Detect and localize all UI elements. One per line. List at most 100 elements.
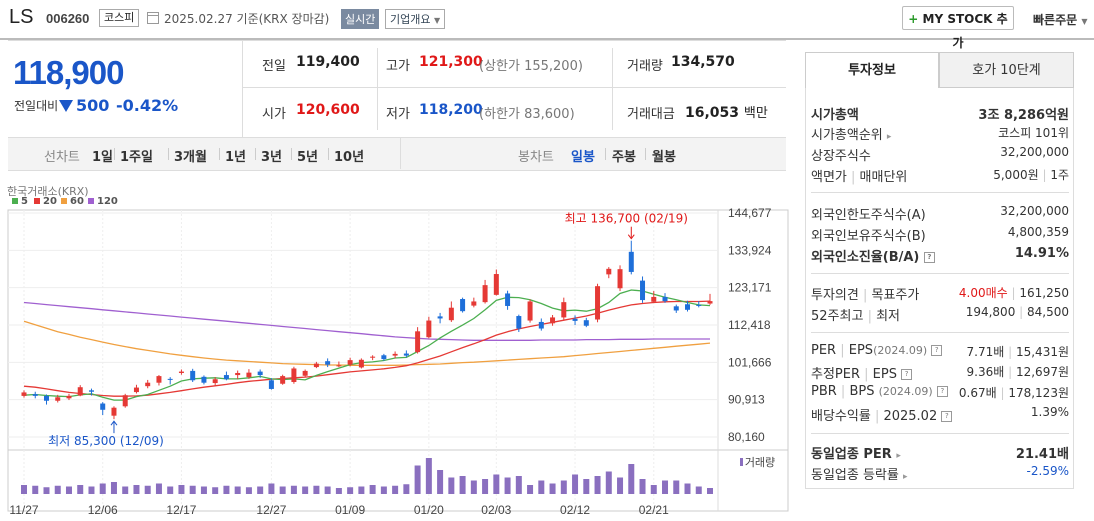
candle-body	[651, 296, 657, 302]
high-value: 121,300	[419, 54, 483, 70]
quick-order-dropdown[interactable]: 빠른주문 ▼	[1033, 11, 1088, 28]
volume-bar	[122, 486, 129, 494]
company-overview-dropdown[interactable]: 기업개요 ▼	[385, 9, 446, 29]
calendar-icon	[147, 12, 159, 24]
info-row-per: PER | EPS(2024.09) ? 7.71배 | 15,431원	[811, 343, 1069, 359]
help-icon[interactable]: ?	[941, 411, 953, 422]
volume-bar	[200, 486, 207, 494]
est-eps-value: 12,697원	[1015, 365, 1069, 379]
prev-close-value: 119,400	[296, 54, 360, 70]
volume-bar	[572, 474, 579, 494]
legend-label: 60	[70, 196, 84, 207]
volume-legend: 거래량	[745, 456, 775, 469]
period-separator	[605, 148, 606, 160]
info-row-pbr: PBR | BPS (2024.09) ? 0.67배 | 178,123원	[811, 384, 1069, 400]
period-separator	[114, 148, 115, 160]
candle-body	[493, 274, 499, 295]
trade-unit-value: 1주	[1050, 168, 1069, 182]
price-chart[interactable]: 144,677 133,924 123,171 112,418 101,666 90,91…	[0, 200, 790, 521]
info-row-cap-rank[interactable]: 시가총액순위 ▸ 코스피 101위	[811, 124, 1069, 145]
target-price-value: 161,250	[1019, 286, 1069, 300]
candle-body	[88, 390, 94, 392]
add-mystock-button[interactable]: + MY STOCK 추가	[902, 6, 1014, 50]
candle-body	[437, 316, 443, 319]
candle-body	[190, 370, 196, 381]
low-arrowhead	[110, 420, 118, 426]
volume-bar	[99, 483, 106, 494]
volume-value: 134,570	[671, 54, 735, 70]
line-period-3[interactable]: 1년	[225, 150, 247, 165]
volume-bar	[594, 476, 601, 494]
x-tick-label: 11/27	[9, 503, 38, 517]
info-row-industry-change[interactable]: 동일업종 등락률 ▸ -2.59%	[811, 464, 1069, 485]
period-separator	[328, 148, 329, 160]
stock-header: LS 006260 코스피 2025.02.27 기준(KRX 장마감) 실시간…	[0, 0, 1094, 50]
divider	[811, 433, 1069, 434]
volume-bar	[155, 483, 162, 494]
lower-limit: (하한가 83,600)	[479, 107, 575, 122]
candle-body	[156, 376, 162, 383]
chevron-right-icon: ▸	[896, 451, 901, 461]
period-separator	[219, 148, 220, 160]
price-date: 2025.02.27 기준(KRX 장마감)	[164, 10, 329, 27]
volume-bar	[639, 479, 646, 494]
volume-bar	[189, 485, 196, 494]
date-value: 2025.02.27	[164, 12, 233, 26]
volume-bar	[178, 485, 185, 494]
bps-label: BPS	[849, 384, 875, 399]
line-period-4[interactable]: 3년	[261, 150, 283, 165]
candle-body	[66, 395, 72, 399]
legend-label: 120	[97, 196, 118, 207]
info-row-foreign-limit: 외국인한도주식수(A) 32,200,000	[811, 204, 1069, 225]
candle-body	[381, 355, 387, 360]
chevron-right-icon: ▸	[903, 472, 908, 482]
info-row-industry-per[interactable]: 동일업종 PER ▸ 21.41배	[811, 443, 1069, 464]
info-row-market-cap: 시가총액 3조 8,286억원	[811, 104, 1069, 125]
candle-period-1[interactable]: 주봉	[612, 150, 636, 165]
divider	[811, 273, 1069, 274]
candle-period-2[interactable]: 월봉	[652, 150, 676, 165]
y-tick-label: 90,913	[728, 393, 765, 407]
volume-bar	[437, 470, 444, 494]
line-period-0[interactable]: 1일	[92, 150, 114, 165]
help-icon[interactable]: ?	[923, 252, 935, 263]
help-icon[interactable]: ?	[931, 345, 943, 356]
volume-bar	[32, 485, 39, 494]
candle-body	[43, 395, 49, 401]
line-period-1[interactable]: 1주일	[120, 150, 153, 165]
volume-bar	[324, 486, 331, 494]
volume-bar	[549, 483, 556, 494]
open-label: 시가	[262, 107, 286, 122]
tab-orderbook[interactable]: 호가 10단계	[939, 52, 1074, 88]
volume-bar	[538, 480, 545, 494]
candle-body	[640, 280, 646, 301]
volume-bar	[628, 464, 635, 494]
dividend-label: 배당수익률	[811, 409, 871, 424]
x-tick-label: 01/09	[335, 503, 365, 517]
industry-per-value: 21.41배	[1015, 447, 1069, 462]
volume-bar	[290, 485, 297, 494]
divider	[811, 192, 1069, 193]
week52-high-value: 194,800	[965, 305, 1016, 319]
legend-item: 20	[34, 196, 57, 207]
realtime-button[interactable]: 실시간	[341, 9, 380, 29]
x-tick-label: 12/27	[256, 503, 286, 517]
candle-body	[662, 296, 668, 302]
est-eps-label: EPS	[872, 367, 897, 382]
candle-body	[617, 269, 623, 289]
mystock-label: MY STOCK 추가	[922, 12, 1008, 50]
line-period-2[interactable]: 3개월	[174, 150, 207, 165]
volume-bar	[302, 486, 309, 494]
cap-rank-label: 시가총액순위	[811, 128, 883, 143]
help-icon[interactable]: ?	[901, 369, 913, 380]
line-period-6[interactable]: 10년	[334, 150, 365, 165]
tab-investment-info[interactable]: 투자정보	[805, 52, 939, 88]
line-period-5[interactable]: 5년	[297, 150, 319, 165]
volume-bar	[617, 477, 624, 494]
candle-period-0[interactable]: 일봉	[571, 150, 595, 165]
help-icon[interactable]: ?	[936, 386, 948, 397]
foreign-limit-label: 외국인한도주식수(A)	[811, 208, 926, 223]
pbr-value: 0.67배	[958, 386, 997, 400]
info-row-dividend: 배당수익률 | 2025.02 ? 1.39%	[811, 405, 1069, 424]
legend-swatch	[34, 198, 40, 204]
